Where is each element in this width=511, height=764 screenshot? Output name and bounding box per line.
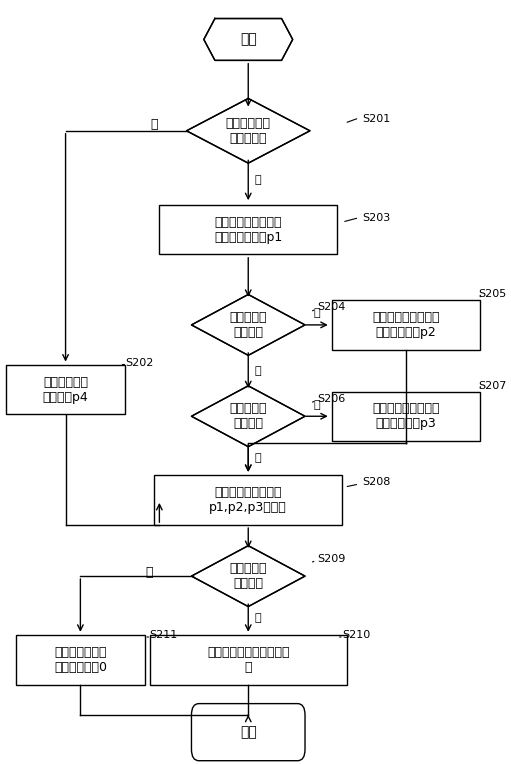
Polygon shape [204,18,293,60]
Text: 是: 是 [255,613,262,623]
FancyBboxPatch shape [6,365,125,414]
Text: 否: 否 [255,366,262,376]
Text: 压缩机关闭，扭
矩输出值设为0: 压缩机关闭，扭 矩输出值设为0 [54,646,107,674]
Text: 是: 是 [255,175,262,186]
FancyBboxPatch shape [332,391,480,441]
FancyBboxPatch shape [192,704,305,761]
Text: 否: 否 [151,118,158,131]
Text: S203: S203 [362,213,390,223]
Polygon shape [187,99,310,163]
Text: S205: S205 [478,290,506,299]
Text: S204: S204 [317,303,346,312]
Text: S202: S202 [125,358,153,368]
Text: S206: S206 [317,393,345,403]
Text: 开始: 开始 [240,32,257,47]
Text: 最终压缩机控制值为
p1,p2,p3最小值: 最终压缩机控制值为 p1,p2,p3最小值 [210,486,287,514]
Text: 是: 是 [313,309,320,319]
Text: 将压缩机输出进行限
制，得到输出p2: 将压缩机输出进行限 制，得到输出p2 [373,311,440,339]
Text: S208: S208 [362,478,390,487]
Polygon shape [192,545,305,607]
Polygon shape [192,386,305,447]
Text: S207: S207 [478,380,506,391]
Text: 压缩机输出设
为固定值p4: 压缩机输出设 为固定值p4 [43,376,88,403]
FancyBboxPatch shape [150,635,347,685]
Text: 结束: 结束 [240,725,257,739]
FancyBboxPatch shape [159,205,337,254]
Text: 蒸发器有结
霜风险？: 蒸发器有结 霜风险？ [229,311,267,339]
Text: 是: 是 [255,453,262,463]
FancyBboxPatch shape [332,300,480,350]
Text: S211: S211 [150,630,178,639]
Text: 将压缩机输出进行限
制，得到输出p3: 将压缩机输出进行限 制，得到输出p3 [373,403,440,430]
Text: 满足压力限
定条件？: 满足压力限 定条件？ [229,403,267,430]
Text: 蒸发器温度传
感器正常？: 蒸发器温度传 感器正常？ [226,117,271,145]
Text: S209: S209 [317,554,346,564]
Text: 否: 否 [146,566,153,579]
Text: 否: 否 [313,400,320,410]
FancyBboxPatch shape [154,475,342,525]
Polygon shape [192,294,305,355]
Text: 引擎转速信
号正常？: 引擎转速信 号正常？ [229,562,267,590]
Text: 查表获得压缩机扭矩输出
值: 查表获得压缩机扭矩输出 值 [207,646,290,674]
Text: S210: S210 [342,630,370,639]
Text: 对压缩机进行反馈控
制，得到输出量p1: 对压缩机进行反馈控 制，得到输出量p1 [214,215,283,244]
FancyBboxPatch shape [16,635,145,685]
Text: S201: S201 [362,115,390,125]
